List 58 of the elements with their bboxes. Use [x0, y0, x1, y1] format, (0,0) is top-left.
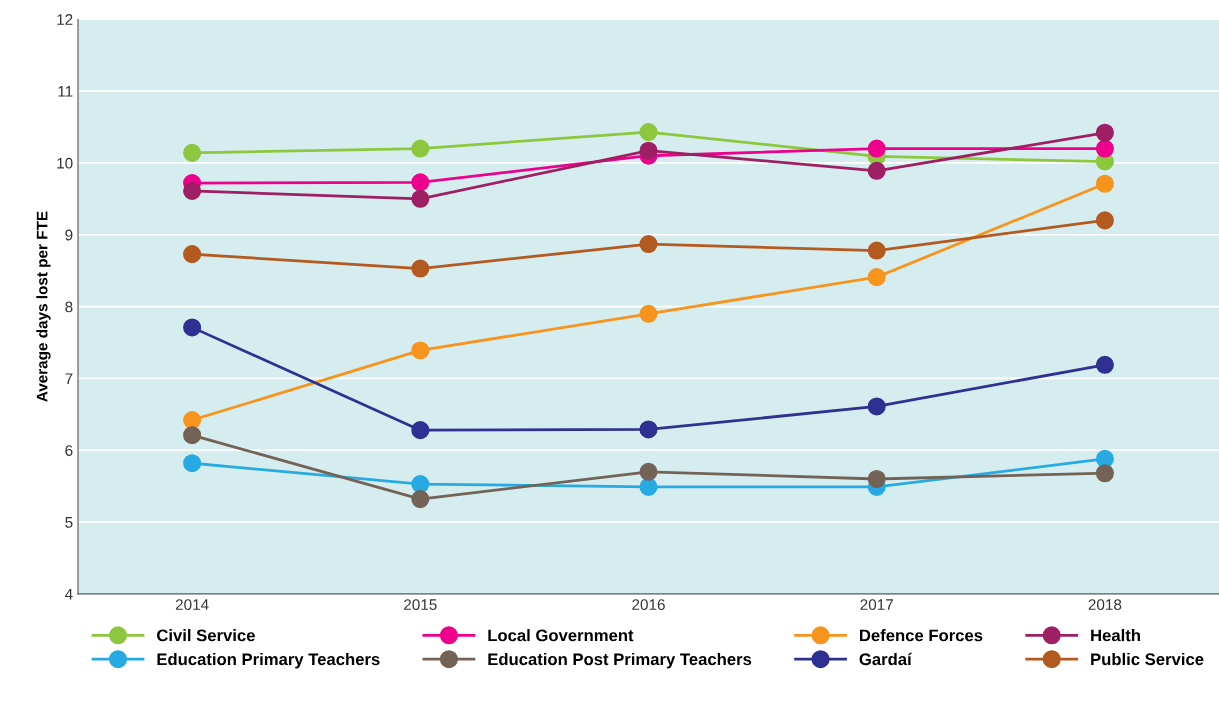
point [183, 181, 202, 200]
point [1095, 123, 1114, 142]
legend-label: Education Post Primary Teachers [488, 652, 752, 669]
point [867, 139, 886, 158]
x-tick-label: 2014 [175, 599, 209, 611]
point [183, 454, 202, 473]
x-tick-label: 2015 [404, 599, 437, 611]
x-tick-label: 2017 [860, 599, 893, 611]
point [1095, 174, 1114, 193]
y-tick-label: 11 [58, 86, 73, 97]
y-tick-label: 6 [65, 445, 73, 456]
point [1095, 449, 1114, 468]
point [411, 490, 430, 509]
y-tick-label: 5 [65, 517, 73, 528]
y-tick-label: 7 [65, 373, 73, 384]
y-tick-label: 9 [65, 229, 73, 241]
point [183, 426, 202, 445]
y-tick-label: 10 [57, 157, 73, 169]
point [1095, 355, 1114, 374]
point [867, 397, 886, 416]
legend-label: Local Government [488, 629, 634, 642]
point [639, 141, 658, 160]
point [183, 318, 202, 337]
y-axis-title: Average days lost per FTE [36, 211, 51, 402]
point [183, 143, 202, 162]
point [411, 259, 430, 278]
y-tick-label: 8 [65, 301, 73, 313]
point [411, 139, 430, 158]
point [639, 304, 658, 323]
y-tick-label: 4 [65, 588, 73, 600]
legend-label: Gardaí [859, 652, 913, 666]
x-tick-label: 2018 [1088, 599, 1122, 611]
point [639, 420, 658, 439]
point [867, 161, 886, 180]
point [1095, 139, 1114, 158]
legend-label: Public Service [1091, 652, 1204, 666]
point [867, 268, 886, 287]
point [867, 241, 886, 260]
point [411, 474, 430, 494]
legend-label: Defence Forces [860, 629, 983, 642]
point [639, 123, 658, 142]
point [183, 245, 202, 264]
point [1095, 464, 1114, 483]
y-tick-label: 12 [57, 14, 73, 25]
point [411, 341, 430, 360]
point [639, 235, 658, 254]
point [867, 469, 886, 489]
legend-label: Civil Service [157, 629, 255, 642]
point [411, 173, 430, 192]
legend-label: Education Primary Teachers [157, 652, 380, 669]
point [183, 411, 202, 430]
legend-label: Health [1091, 629, 1140, 642]
point [639, 477, 658, 496]
point [411, 189, 430, 208]
point [639, 462, 658, 481]
x-tick-label: 2016 [632, 599, 665, 611]
point [1095, 211, 1114, 230]
point [411, 421, 430, 440]
